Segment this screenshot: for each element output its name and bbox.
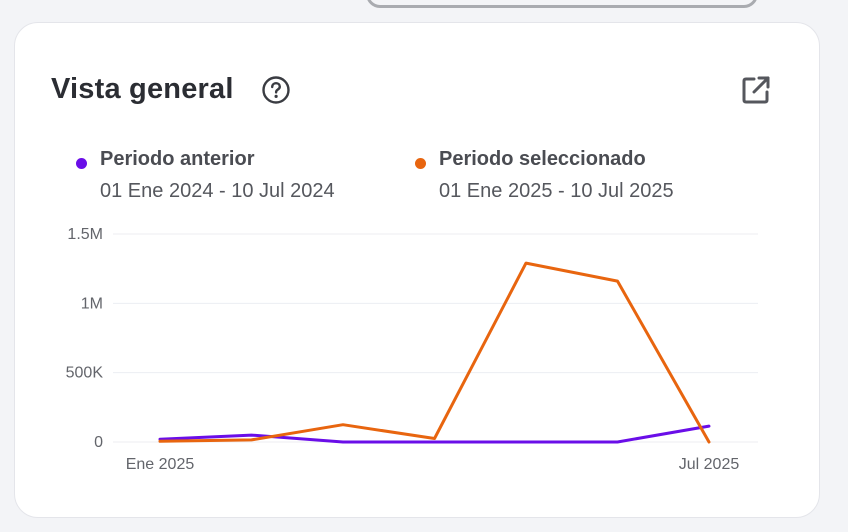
help-circle-icon[interactable] [261, 75, 291, 105]
legend-name-selected: Periodo seleccionado [439, 148, 646, 170]
y-tick-label: 500K [66, 365, 104, 382]
y-tick-label: 1.5M [67, 226, 103, 243]
line-chart: 0 500K 1M 1.5M Ene 2025 Jul 2025 [66, 226, 758, 473]
series-line-selected [158, 261, 711, 444]
x-tick-label: Jul 2025 [679, 456, 740, 473]
overview-card: Vista general Periodo anterior 01 Ene 20… [14, 22, 820, 518]
open-external-icon[interactable] [739, 73, 773, 107]
top-pill-control[interactable] [366, 0, 758, 8]
legend-name-previous: Periodo anterior [100, 148, 255, 170]
x-tick-label: Ene 2025 [126, 456, 195, 473]
legend-range-previous: 01 Ene 2024 - 10 Jul 2024 [100, 180, 335, 202]
card-title: Vista general [51, 73, 234, 105]
y-tick-label: 0 [94, 434, 103, 451]
series-line-previous [158, 424, 711, 444]
legend-dot-selected [415, 158, 426, 169]
legend-dot-previous [76, 158, 87, 169]
y-tick-label: 1M [81, 295, 103, 312]
legend-range-selected: 01 Ene 2025 - 10 Jul 2025 [439, 180, 674, 202]
